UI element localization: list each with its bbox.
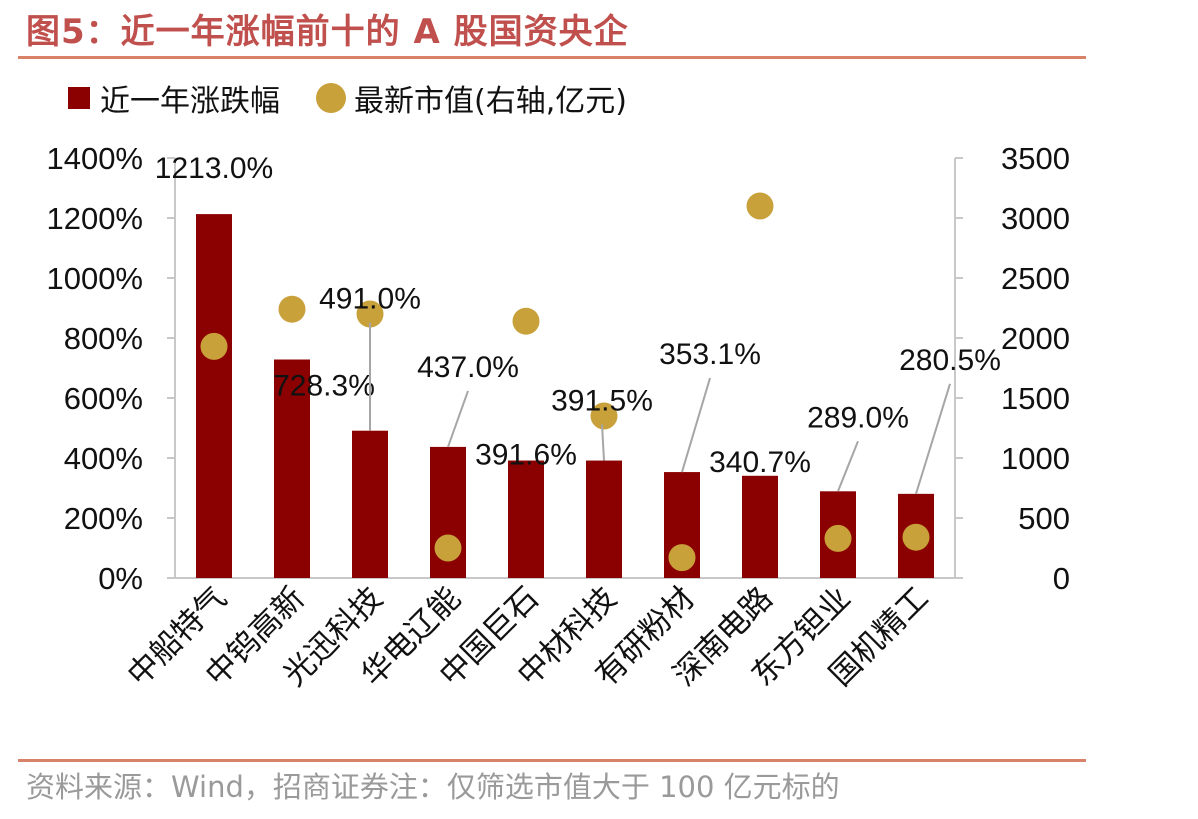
market-cap-dot xyxy=(824,524,852,552)
bar xyxy=(274,359,310,578)
bar xyxy=(352,430,388,578)
bar-data-label: 491.0% xyxy=(319,283,421,316)
title-divider xyxy=(18,56,1086,59)
label-leader-line xyxy=(601,424,605,461)
legend: 近一年涨跌幅 最新市值(右轴,亿元) xyxy=(68,76,663,120)
market-cap-dot xyxy=(512,307,540,335)
legend-bar-swatch xyxy=(68,87,90,109)
bar xyxy=(196,214,232,578)
left-tick-label: 1400% xyxy=(46,141,143,176)
legend-item-dot: 最新市值(右轴,亿元) xyxy=(316,76,627,120)
right-tick-label: 2000 xyxy=(1001,321,1070,356)
left-tick-label: 200% xyxy=(64,501,143,536)
market-cap-dot xyxy=(902,523,930,551)
source-divider xyxy=(18,759,1086,762)
bar xyxy=(742,475,778,578)
left-tick-label: 800% xyxy=(64,321,143,356)
market-cap-dot xyxy=(200,332,228,360)
left-tick-label: 0% xyxy=(98,561,143,596)
left-tick-label: 400% xyxy=(64,441,143,476)
left-tick-label: 600% xyxy=(64,381,143,416)
right-tick-label: 1000 xyxy=(1001,441,1070,476)
legend-bar-label: 近一年涨跌幅 xyxy=(100,84,280,119)
bar-data-label: 353.1% xyxy=(659,338,761,371)
legend-dot-swatch xyxy=(316,83,346,113)
right-tick-label: 1500 xyxy=(1001,381,1070,416)
left-tick-label: 1000% xyxy=(46,261,143,296)
bar-data-label: 280.5% xyxy=(899,344,1001,377)
market-cap-dot xyxy=(278,295,306,323)
market-cap-dot xyxy=(590,402,618,430)
chart-title: 图5：近一年涨幅前十的 A 股国资央企 xyxy=(26,12,629,52)
market-cap-dot xyxy=(746,192,774,220)
bar-data-label: 391.6% xyxy=(475,439,577,472)
source-note: 资料来源：Wind，招商证券注：仅筛选市值大于 100 亿元标的 xyxy=(26,770,840,804)
right-tick-label: 2500 xyxy=(1001,261,1070,296)
right-tick-label: 0 xyxy=(1053,561,1070,596)
left-tick-label: 1200% xyxy=(46,201,143,236)
label-leader-line xyxy=(915,383,951,495)
bar-data-label: 728.3% xyxy=(273,370,375,403)
bar-data-label: 437.0% xyxy=(417,351,519,384)
bar xyxy=(508,460,544,578)
bar-data-label: 289.0% xyxy=(807,401,909,434)
bar-data-label: 391.5% xyxy=(551,385,653,418)
bar xyxy=(586,460,622,578)
market-cap-dot xyxy=(356,300,384,328)
label-leader-line xyxy=(681,377,711,473)
right-tick-label: 3500 xyxy=(1001,141,1070,176)
market-cap-dot xyxy=(668,544,696,572)
bar-data-label: 340.7% xyxy=(709,446,811,479)
market-cap-dot xyxy=(434,534,462,562)
label-leader-line xyxy=(837,440,859,492)
right-tick-label: 3000 xyxy=(1001,201,1070,236)
legend-item-bar: 近一年涨跌幅 xyxy=(68,76,280,120)
legend-dot-label: 最新市值(右轴,亿元) xyxy=(354,84,627,119)
bar-data-label: 1213.0% xyxy=(155,152,273,185)
label-leader-line xyxy=(447,390,469,448)
right-tick-label: 500 xyxy=(1018,501,1070,536)
